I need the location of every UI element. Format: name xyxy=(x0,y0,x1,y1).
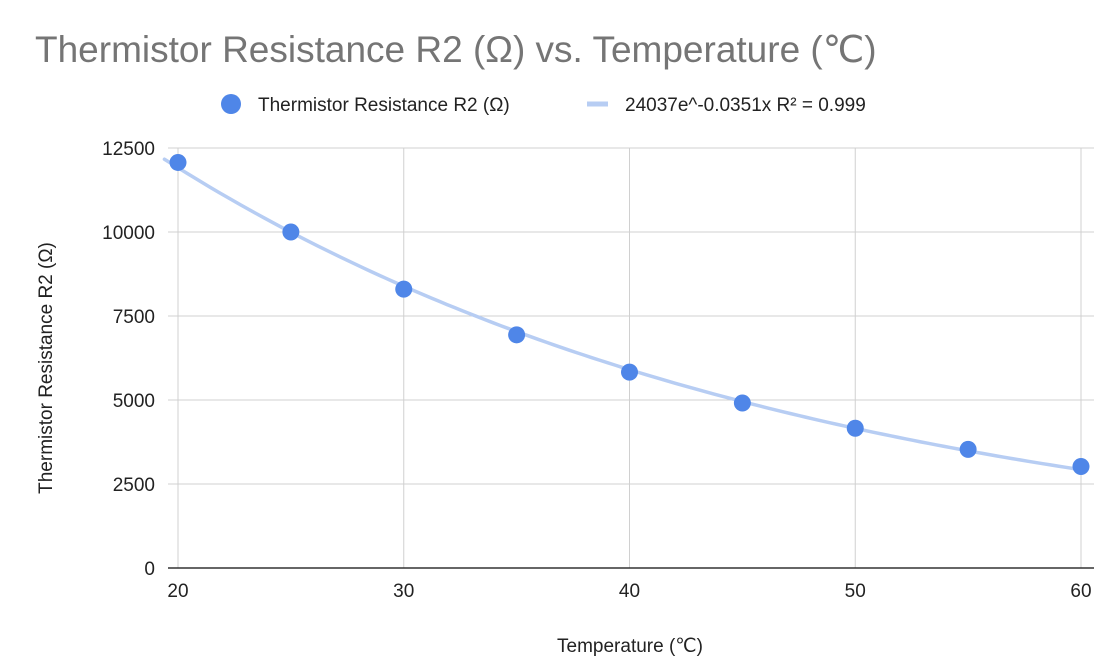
data-point-30 xyxy=(395,280,413,298)
legend-label-trendline: 24037e^-0.0351x R² = 0.999 xyxy=(625,95,866,116)
x-tick-label-30: 30 xyxy=(393,581,414,602)
data-point-20 xyxy=(169,153,187,171)
x-tick-label-40: 40 xyxy=(619,581,640,602)
y-tick-label-10000: 10000 xyxy=(102,223,155,244)
data-point-25 xyxy=(282,223,300,241)
data-points xyxy=(169,153,1090,476)
chart-title: Thermistor Resistance R2 (Ω) vs. Tempera… xyxy=(35,29,877,70)
data-point-40 xyxy=(621,363,638,381)
trendline xyxy=(162,157,1083,472)
x-axis-title: Temperature (℃) xyxy=(557,636,703,657)
data-point-60 xyxy=(1072,458,1090,476)
data-point-55 xyxy=(959,440,977,458)
legend-marker-series xyxy=(221,94,241,114)
y-tick-label-12500: 12500 xyxy=(102,139,155,160)
trendline-layer xyxy=(162,157,1083,472)
y-tick-label-7500: 7500 xyxy=(113,307,155,328)
legend: Thermistor Resistance R2 (Ω) 24037e^-0.0… xyxy=(221,94,866,116)
data-point-50 xyxy=(846,419,864,437)
x-tick-label-50: 50 xyxy=(845,581,866,602)
tick-labels: 0 2500 5000 7500 10000 12500 20 30 40 50 60 xyxy=(102,139,1091,602)
legend-label-series: Thermistor Resistance R2 (Ω) xyxy=(258,95,510,116)
x-tick-label-60: 60 xyxy=(1070,581,1091,602)
y-tick-label-0: 0 xyxy=(144,559,155,580)
y-tick-label-2500: 2500 xyxy=(113,475,155,496)
gridlines xyxy=(168,147,1094,568)
x-tick-label-20: 20 xyxy=(167,581,188,602)
data-point-35 xyxy=(508,326,526,344)
data-point-45 xyxy=(733,394,751,412)
y-tick-label-5000: 5000 xyxy=(113,391,155,412)
y-axis-title: Thermistor Resistance R2 (Ω) xyxy=(36,242,57,494)
